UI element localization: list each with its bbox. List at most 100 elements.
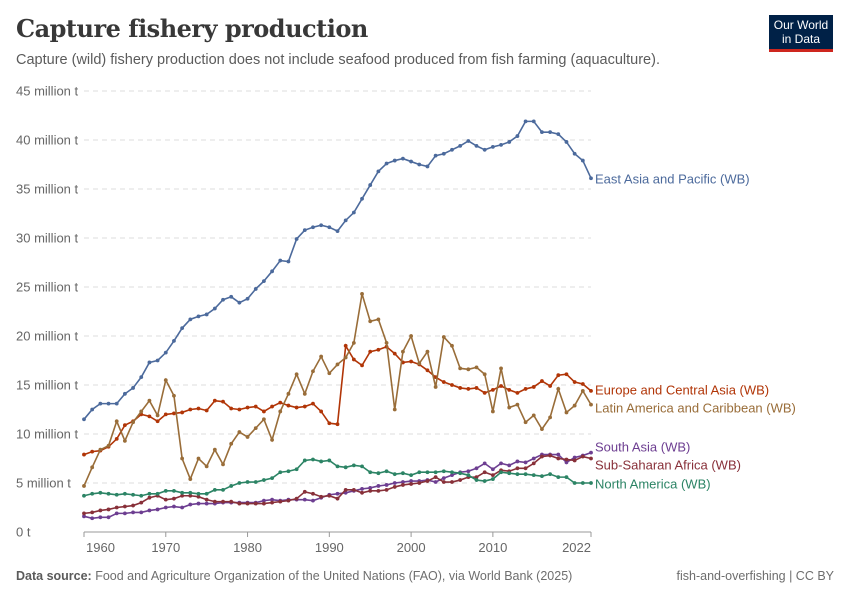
data-point — [114, 437, 119, 441]
data-point — [319, 409, 324, 414]
data-point — [147, 398, 152, 403]
data-point — [450, 470, 454, 475]
data-point — [556, 475, 561, 480]
data-point — [302, 228, 307, 233]
data-point — [572, 481, 577, 485]
series-label: Sub-Saharan Africa (WB) — [595, 458, 741, 473]
data-point — [327, 421, 332, 426]
data-point — [114, 505, 119, 510]
data-point — [458, 386, 463, 390]
data-point — [114, 511, 119, 516]
data-point — [507, 463, 512, 468]
data-point — [212, 487, 217, 492]
series-label: South Asia (WB) — [595, 440, 690, 455]
data-point — [262, 501, 266, 506]
data-point — [392, 351, 397, 356]
owid-logo[interactable]: Our World in Data — [769, 15, 833, 52]
data-point — [221, 297, 225, 302]
data-point — [270, 500, 274, 505]
data-point — [172, 488, 176, 493]
data-point — [548, 130, 553, 135]
data-point — [589, 388, 593, 393]
x-tick-label: 1980 — [233, 540, 262, 555]
data-point — [548, 415, 553, 420]
data-point — [572, 455, 577, 460]
data-point — [531, 119, 536, 124]
data-point — [564, 457, 569, 462]
data-point — [188, 502, 193, 507]
data-point — [580, 382, 585, 386]
data-point — [409, 479, 413, 483]
data-point — [196, 501, 201, 506]
data-point — [368, 470, 373, 475]
data-point — [466, 387, 471, 391]
data-point — [441, 380, 446, 384]
data-source-text[interactable]: Food and Agriculture Organization of the… — [95, 569, 573, 583]
data-point — [572, 458, 577, 463]
logo-line-2: in Data — [781, 32, 821, 46]
data-point — [572, 403, 577, 408]
data-point — [204, 312, 209, 317]
data-point — [278, 409, 283, 414]
data-point — [155, 507, 160, 512]
data-point — [90, 491, 95, 496]
license-text[interactable]: fish-and-overfishing | CC BY — [676, 569, 834, 583]
data-point — [180, 326, 185, 331]
data-point — [286, 259, 291, 264]
data-point — [147, 360, 152, 365]
series-line — [83, 343, 592, 456]
data-point — [139, 500, 144, 505]
data-point — [580, 388, 585, 393]
data-point — [531, 413, 536, 418]
y-tick-label: 25 million t — [16, 280, 79, 295]
data-point — [482, 479, 487, 483]
data-point — [515, 402, 520, 407]
data-point — [188, 493, 193, 498]
data-point — [237, 481, 242, 485]
data-point — [237, 407, 242, 412]
x-tick-label: 2000 — [397, 540, 426, 555]
y-tick-label: 10 million t — [16, 427, 79, 442]
data-point — [286, 498, 291, 503]
data-point — [163, 378, 168, 382]
data-point — [450, 480, 454, 484]
y-tick-label: 5 million t — [16, 476, 71, 491]
data-point — [302, 391, 307, 396]
data-point — [245, 296, 250, 301]
data-point — [425, 349, 430, 354]
data-point — [139, 510, 144, 515]
data-point — [556, 132, 561, 137]
data-point — [253, 480, 258, 484]
data-point — [564, 475, 569, 480]
data-point — [482, 372, 487, 377]
data-point — [106, 507, 111, 512]
data-point — [523, 472, 528, 477]
data-point — [368, 319, 373, 324]
data-point — [319, 494, 324, 499]
data-point — [409, 159, 413, 164]
data-point — [188, 490, 193, 495]
data-point — [401, 349, 405, 354]
data-point — [286, 469, 291, 474]
data-point — [212, 398, 217, 403]
data-point — [515, 466, 520, 471]
data-point — [343, 465, 348, 470]
data-point — [245, 501, 250, 506]
data-point — [401, 483, 405, 487]
data-point — [262, 279, 266, 284]
data-point — [589, 456, 593, 461]
data-point — [392, 158, 397, 163]
data-point — [417, 481, 422, 485]
data-point — [147, 414, 152, 419]
data-point — [98, 447, 103, 452]
data-point — [474, 365, 479, 370]
data-point — [106, 443, 111, 448]
data-point — [515, 390, 520, 395]
data-point — [482, 390, 487, 395]
data-point — [556, 456, 561, 461]
data-point — [180, 505, 185, 510]
data-point — [589, 176, 593, 181]
data-point — [343, 343, 348, 348]
data-point — [302, 404, 307, 409]
